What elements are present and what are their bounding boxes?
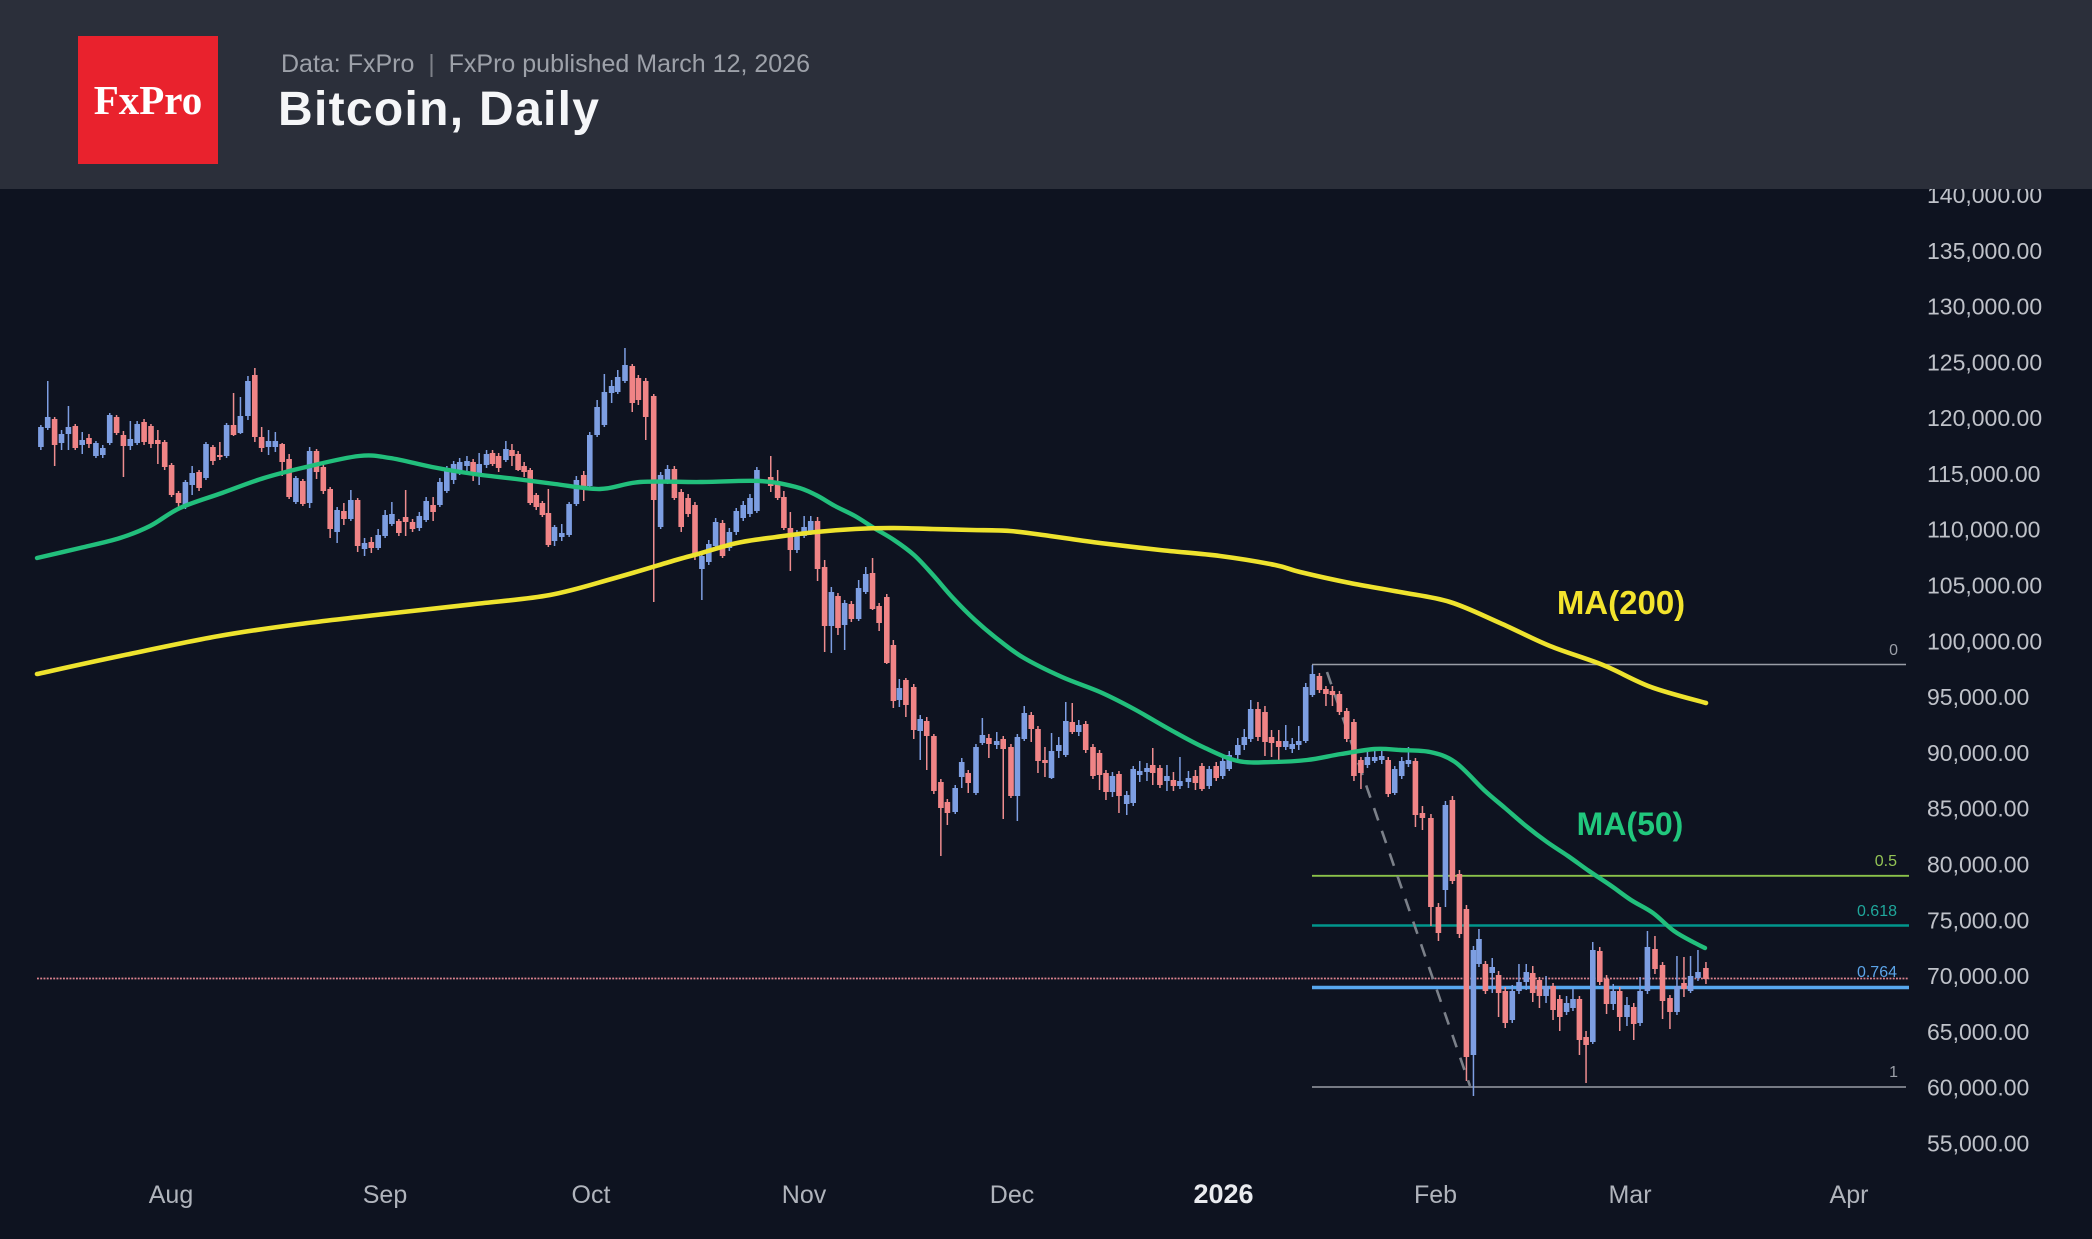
- svg-text:Mar: Mar: [1608, 1181, 1651, 1209]
- svg-text:Nov: Nov: [782, 1181, 827, 1209]
- svg-text:110,000.00: 110,000.00: [1927, 517, 2040, 543]
- svg-text:125,000.00: 125,000.00: [1927, 349, 2042, 375]
- svg-text:55,000.00: 55,000.00: [1927, 1130, 2029, 1156]
- svg-text:0: 0: [1889, 642, 1898, 659]
- svg-text:90,000.00: 90,000.00: [1927, 740, 2029, 766]
- svg-text:Bitcoin, Daily: Bitcoin, Daily: [278, 83, 600, 136]
- svg-text:100,000.00: 100,000.00: [1927, 628, 2042, 654]
- svg-text:95,000.00: 95,000.00: [1927, 684, 2029, 710]
- svg-text:Dec: Dec: [990, 1181, 1034, 1209]
- svg-text:MA(50): MA(50): [1577, 806, 1684, 842]
- svg-text:70,000.00: 70,000.00: [1927, 963, 2029, 989]
- svg-text:85,000.00: 85,000.00: [1927, 796, 2029, 822]
- svg-text:60,000.00: 60,000.00: [1927, 1075, 2029, 1101]
- svg-text:2026: 2026: [1193, 1179, 1253, 1209]
- svg-text:Feb: Feb: [1414, 1181, 1457, 1209]
- svg-text:Aug: Aug: [149, 1181, 193, 1209]
- svg-text:1: 1: [1889, 1064, 1898, 1081]
- svg-text:105,000.00: 105,000.00: [1927, 573, 2042, 599]
- svg-text:80,000.00: 80,000.00: [1927, 852, 2029, 878]
- svg-text:0.5: 0.5: [1875, 853, 1897, 870]
- svg-text:0.764: 0.764: [1857, 964, 1897, 981]
- svg-text:75,000.00: 75,000.00: [1927, 907, 2029, 933]
- svg-text:Oct: Oct: [572, 1181, 611, 1209]
- svg-text:0.618: 0.618: [1857, 903, 1897, 920]
- svg-text:Sep: Sep: [363, 1181, 407, 1209]
- svg-text:130,000.00: 130,000.00: [1927, 294, 2042, 320]
- svg-text:MA(200): MA(200): [1557, 584, 1685, 621]
- svg-text:120,000.00: 120,000.00: [1927, 405, 2042, 431]
- svg-text:135,000.00: 135,000.00: [1927, 238, 2042, 264]
- svg-text:FxPro: FxPro: [94, 77, 203, 123]
- svg-text:Data: FxPro | FxPro publishe: Data: FxPro | FxPro published March 12, …: [281, 50, 810, 78]
- svg-text:65,000.00: 65,000.00: [1927, 1019, 2029, 1045]
- svg-text:115,000.00: 115,000.00: [1927, 461, 2040, 487]
- svg-text:Apr: Apr: [1830, 1181, 1869, 1209]
